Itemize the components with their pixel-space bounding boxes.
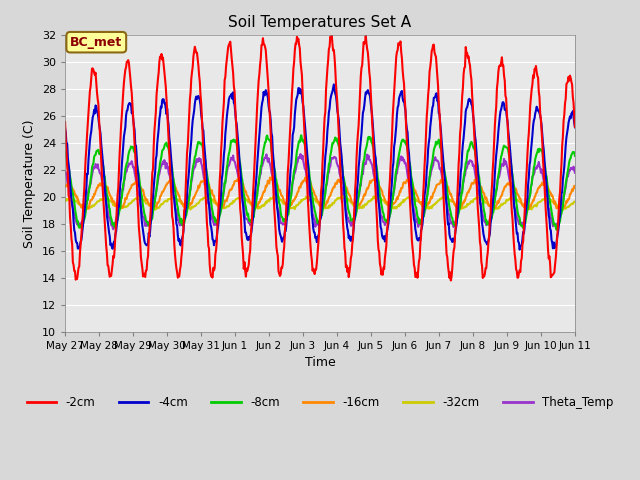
- -2cm: [123, 59, 131, 65]
- -32cm: [397, 200, 405, 205]
- -4cm: [175, 238, 182, 244]
- -32cm: [61, 198, 69, 204]
- -2cm: [175, 274, 182, 279]
- -32cm: [123, 204, 131, 209]
- -8cm: [61, 148, 69, 154]
- -4cm: [123, 108, 131, 114]
- -32cm: [175, 198, 182, 204]
- -8cm: [175, 211, 182, 216]
- Theta_Temp: [383, 218, 391, 224]
- -2cm: [397, 49, 405, 55]
- -4cm: [330, 82, 338, 87]
- -8cm: [298, 132, 305, 138]
- Legend: -2cm, -4cm, -8cm, -16cm, -32cm, Theta_Temp: -2cm, -4cm, -8cm, -16cm, -32cm, Theta_Te…: [22, 391, 618, 413]
- Theta_Temp: [398, 157, 406, 163]
- -32cm: [202, 194, 209, 200]
- -8cm: [202, 160, 209, 166]
- -8cm: [553, 227, 561, 233]
- Line: -2cm: -2cm: [65, 34, 575, 280]
- Theta_Temp: [175, 221, 183, 227]
- -8cm: [123, 160, 131, 166]
- -4cm: [516, 247, 524, 252]
- Theta_Temp: [70, 210, 78, 216]
- -2cm: [383, 243, 390, 249]
- -16cm: [82, 207, 90, 213]
- Theta_Temp: [297, 151, 305, 157]
- -32cm: [571, 199, 579, 204]
- -32cm: [70, 197, 78, 203]
- Text: BC_met: BC_met: [70, 36, 122, 48]
- -32cm: [338, 193, 346, 199]
- -16cm: [268, 174, 276, 180]
- Line: -32cm: -32cm: [65, 196, 575, 210]
- Theta_Temp: [109, 227, 117, 232]
- X-axis label: Time: Time: [305, 356, 335, 369]
- -16cm: [175, 192, 183, 198]
- -8cm: [571, 153, 579, 159]
- -32cm: [559, 207, 567, 213]
- Line: Theta_Temp: Theta_Temp: [65, 154, 575, 229]
- -4cm: [571, 124, 579, 130]
- -16cm: [124, 192, 131, 197]
- -2cm: [202, 190, 209, 195]
- -8cm: [397, 140, 405, 146]
- Line: -16cm: -16cm: [65, 177, 575, 210]
- -2cm: [70, 268, 78, 274]
- -16cm: [61, 183, 69, 189]
- Title: Soil Temperatures Set A: Soil Temperatures Set A: [228, 15, 412, 30]
- -4cm: [61, 125, 69, 131]
- -16cm: [398, 186, 406, 192]
- -2cm: [447, 277, 454, 283]
- Line: -4cm: -4cm: [65, 84, 575, 250]
- -16cm: [571, 185, 579, 191]
- -4cm: [383, 233, 390, 239]
- -2cm: [328, 31, 335, 37]
- -16cm: [70, 189, 78, 195]
- Line: -8cm: -8cm: [65, 135, 575, 230]
- Y-axis label: Soil Temperature (C): Soil Temperature (C): [23, 119, 36, 248]
- Theta_Temp: [61, 169, 69, 175]
- -2cm: [61, 119, 69, 125]
- Theta_Temp: [202, 185, 210, 191]
- -8cm: [70, 199, 78, 205]
- -8cm: [383, 218, 390, 224]
- -4cm: [202, 156, 209, 162]
- -4cm: [70, 228, 78, 233]
- -2cm: [571, 124, 579, 130]
- -16cm: [202, 180, 210, 186]
- -16cm: [383, 201, 391, 207]
- -32cm: [383, 201, 390, 207]
- Theta_Temp: [124, 163, 131, 168]
- -4cm: [397, 89, 405, 95]
- Theta_Temp: [571, 170, 579, 176]
